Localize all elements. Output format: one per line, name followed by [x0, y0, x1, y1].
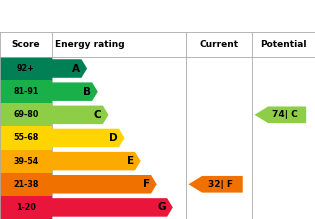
Bar: [0, 126, 52, 150]
Text: 1-20: 1-20: [16, 203, 36, 212]
Text: 92+: 92+: [17, 64, 35, 73]
Bar: [0, 80, 52, 103]
Polygon shape: [52, 198, 173, 217]
Polygon shape: [188, 176, 243, 193]
Text: E: E: [127, 156, 134, 166]
Bar: [0, 150, 52, 173]
Text: Energy Efficiency Rating: Energy Efficiency Rating: [8, 9, 191, 22]
Text: A: A: [72, 64, 80, 74]
Polygon shape: [52, 106, 108, 124]
Polygon shape: [255, 106, 306, 123]
Polygon shape: [52, 129, 125, 147]
Bar: [0, 173, 52, 196]
Text: 21-38: 21-38: [13, 180, 39, 189]
Text: 81-91: 81-91: [13, 87, 39, 96]
Polygon shape: [52, 82, 98, 101]
Bar: [0, 196, 52, 219]
Text: Score: Score: [12, 40, 40, 49]
Polygon shape: [52, 59, 87, 78]
Text: D: D: [109, 133, 118, 143]
Text: 55-68: 55-68: [13, 133, 39, 143]
Text: Current: Current: [199, 40, 238, 49]
Text: 32| F: 32| F: [208, 180, 233, 189]
Text: B: B: [83, 87, 91, 97]
Text: 74| C: 74| C: [272, 110, 298, 119]
Bar: [0, 103, 52, 126]
Polygon shape: [52, 152, 140, 170]
Bar: [0, 57, 52, 80]
Text: 39-54: 39-54: [13, 157, 39, 166]
Text: Energy rating: Energy rating: [55, 40, 125, 49]
Text: 69-80: 69-80: [13, 110, 39, 119]
Text: G: G: [158, 202, 166, 212]
Polygon shape: [52, 175, 157, 194]
Text: Potential: Potential: [260, 40, 307, 49]
Text: F: F: [143, 179, 150, 189]
Text: C: C: [94, 110, 101, 120]
